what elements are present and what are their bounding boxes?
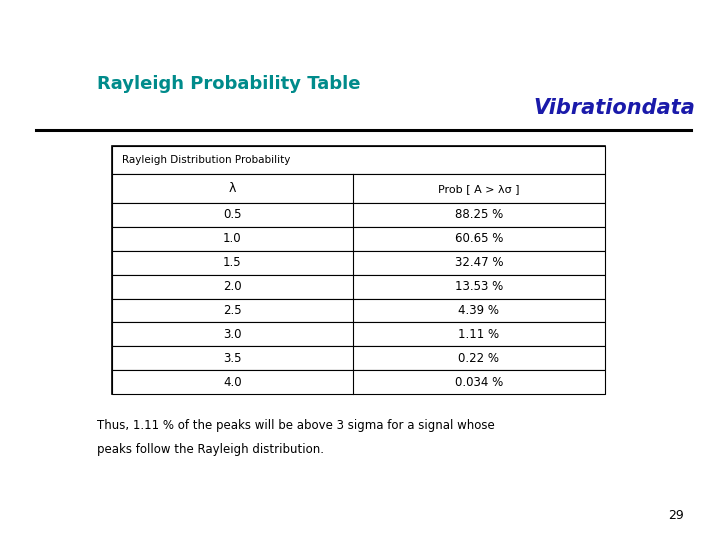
Text: 0.034 %: 0.034 % (454, 376, 503, 389)
Text: Prob [ A > λσ ]: Prob [ A > λσ ] (438, 184, 520, 194)
Bar (112, 346, 605, 370)
Text: 60.65 %: 60.65 % (454, 232, 503, 245)
Text: Rayleigh Probability Table: Rayleigh Probability Table (97, 75, 361, 93)
Text: 0.22 %: 0.22 % (459, 352, 499, 365)
Bar (112, 146, 605, 174)
Text: λ: λ (228, 182, 236, 195)
Text: 1.0: 1.0 (223, 232, 241, 245)
Text: Rayleigh Distribution Probability: Rayleigh Distribution Probability (122, 155, 291, 165)
Text: 1.11 %: 1.11 % (458, 328, 500, 341)
Bar (112, 275, 605, 299)
Bar (112, 146, 605, 394)
Text: 4.39 %: 4.39 % (459, 304, 499, 317)
Bar (112, 322, 605, 346)
Text: Vibrationdata: Vibrationdata (533, 98, 695, 118)
Bar (112, 251, 605, 275)
Bar (112, 227, 605, 251)
Text: 1.5: 1.5 (223, 256, 241, 269)
Text: 29: 29 (668, 509, 684, 522)
Text: 3.5: 3.5 (223, 352, 241, 365)
Text: 3.0: 3.0 (223, 328, 241, 341)
Text: 88.25 %: 88.25 % (454, 208, 503, 221)
Text: 4.0: 4.0 (223, 376, 241, 389)
Text: 2.5: 2.5 (223, 304, 241, 317)
Bar (112, 203, 605, 227)
Text: 2.0: 2.0 (223, 280, 241, 293)
Text: 0.5: 0.5 (223, 208, 241, 221)
Text: peaks follow the Rayleigh distribution.: peaks follow the Rayleigh distribution. (97, 443, 324, 456)
Text: 13.53 %: 13.53 % (454, 280, 503, 293)
Text: Thus, 1.11 % of the peaks will be above 3 sigma for a signal whose: Thus, 1.11 % of the peaks will be above … (97, 418, 495, 431)
Text: 32.47 %: 32.47 % (454, 256, 503, 269)
Bar (112, 370, 605, 394)
Bar (112, 299, 605, 322)
Bar (112, 174, 605, 203)
